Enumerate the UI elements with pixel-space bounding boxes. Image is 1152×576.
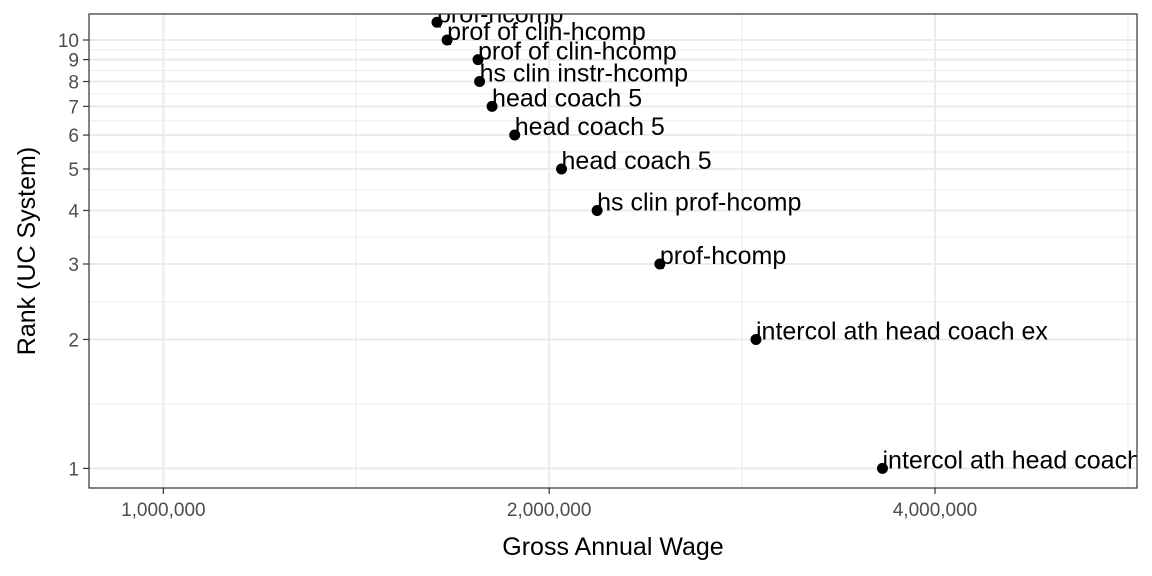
- data-point: [654, 258, 666, 270]
- data-point: [509, 129, 521, 141]
- panel-border: [88, 13, 1138, 489]
- data-point-label: head coach 5: [492, 84, 642, 112]
- y-tick-label: 2: [68, 330, 79, 351]
- data-point: [591, 204, 603, 216]
- x-tick-label: 2,000,000: [507, 500, 592, 521]
- data-point-label: hs clin prof-hcomp: [597, 188, 801, 216]
- data-point-label: head coach 5: [562, 147, 712, 175]
- data-point: [486, 100, 498, 112]
- data-point: [472, 54, 484, 66]
- data-points: intercol ath head coach ex intercol ath h…: [431, 0, 1152, 474]
- y-tick-label: 9: [68, 51, 79, 72]
- x-axis: 1,000,000 2,000,000 4,000,000: [121, 488, 977, 521]
- data-point: [876, 462, 888, 474]
- y-tick-label: 10: [58, 31, 79, 52]
- data-point-label: intercol ath head coach ex: [882, 446, 1152, 474]
- y-tick-label: 7: [68, 97, 79, 118]
- x-tick-label: 1,000,000: [121, 500, 206, 521]
- data-point: [750, 333, 762, 345]
- x-axis-title: Gross Annual Wage: [502, 533, 723, 561]
- y-axis-title: Rank (UC System): [13, 147, 41, 355]
- data-point-label: intercol ath head coach ex: [756, 317, 1048, 345]
- y-tick-label: 5: [68, 160, 79, 181]
- y-tick-label: 3: [68, 255, 79, 276]
- data-point-label: head coach 5: [515, 113, 665, 141]
- data-point-label: hs clin instr-hcomp: [480, 60, 688, 88]
- data-point: [441, 34, 453, 46]
- grid-lines: [89, 14, 1137, 488]
- panel-background: [89, 14, 1137, 488]
- data-point: [431, 16, 443, 28]
- data-point-label: prof of clin-hcomp: [478, 38, 677, 66]
- data-point-label: prof-hcomp: [437, 0, 563, 28]
- data-point: [474, 76, 486, 88]
- y-tick-label: 8: [68, 73, 79, 94]
- x-tick-label: 4,000,000: [893, 500, 978, 521]
- data-point-label: prof-hcomp: [660, 242, 786, 270]
- data-point-label: prof of clin-hcomp: [447, 18, 646, 46]
- y-tick-label: 6: [68, 126, 79, 147]
- y-tick-label: 4: [68, 201, 79, 222]
- y-tick-label: 1: [68, 459, 79, 480]
- data-point: [556, 163, 568, 175]
